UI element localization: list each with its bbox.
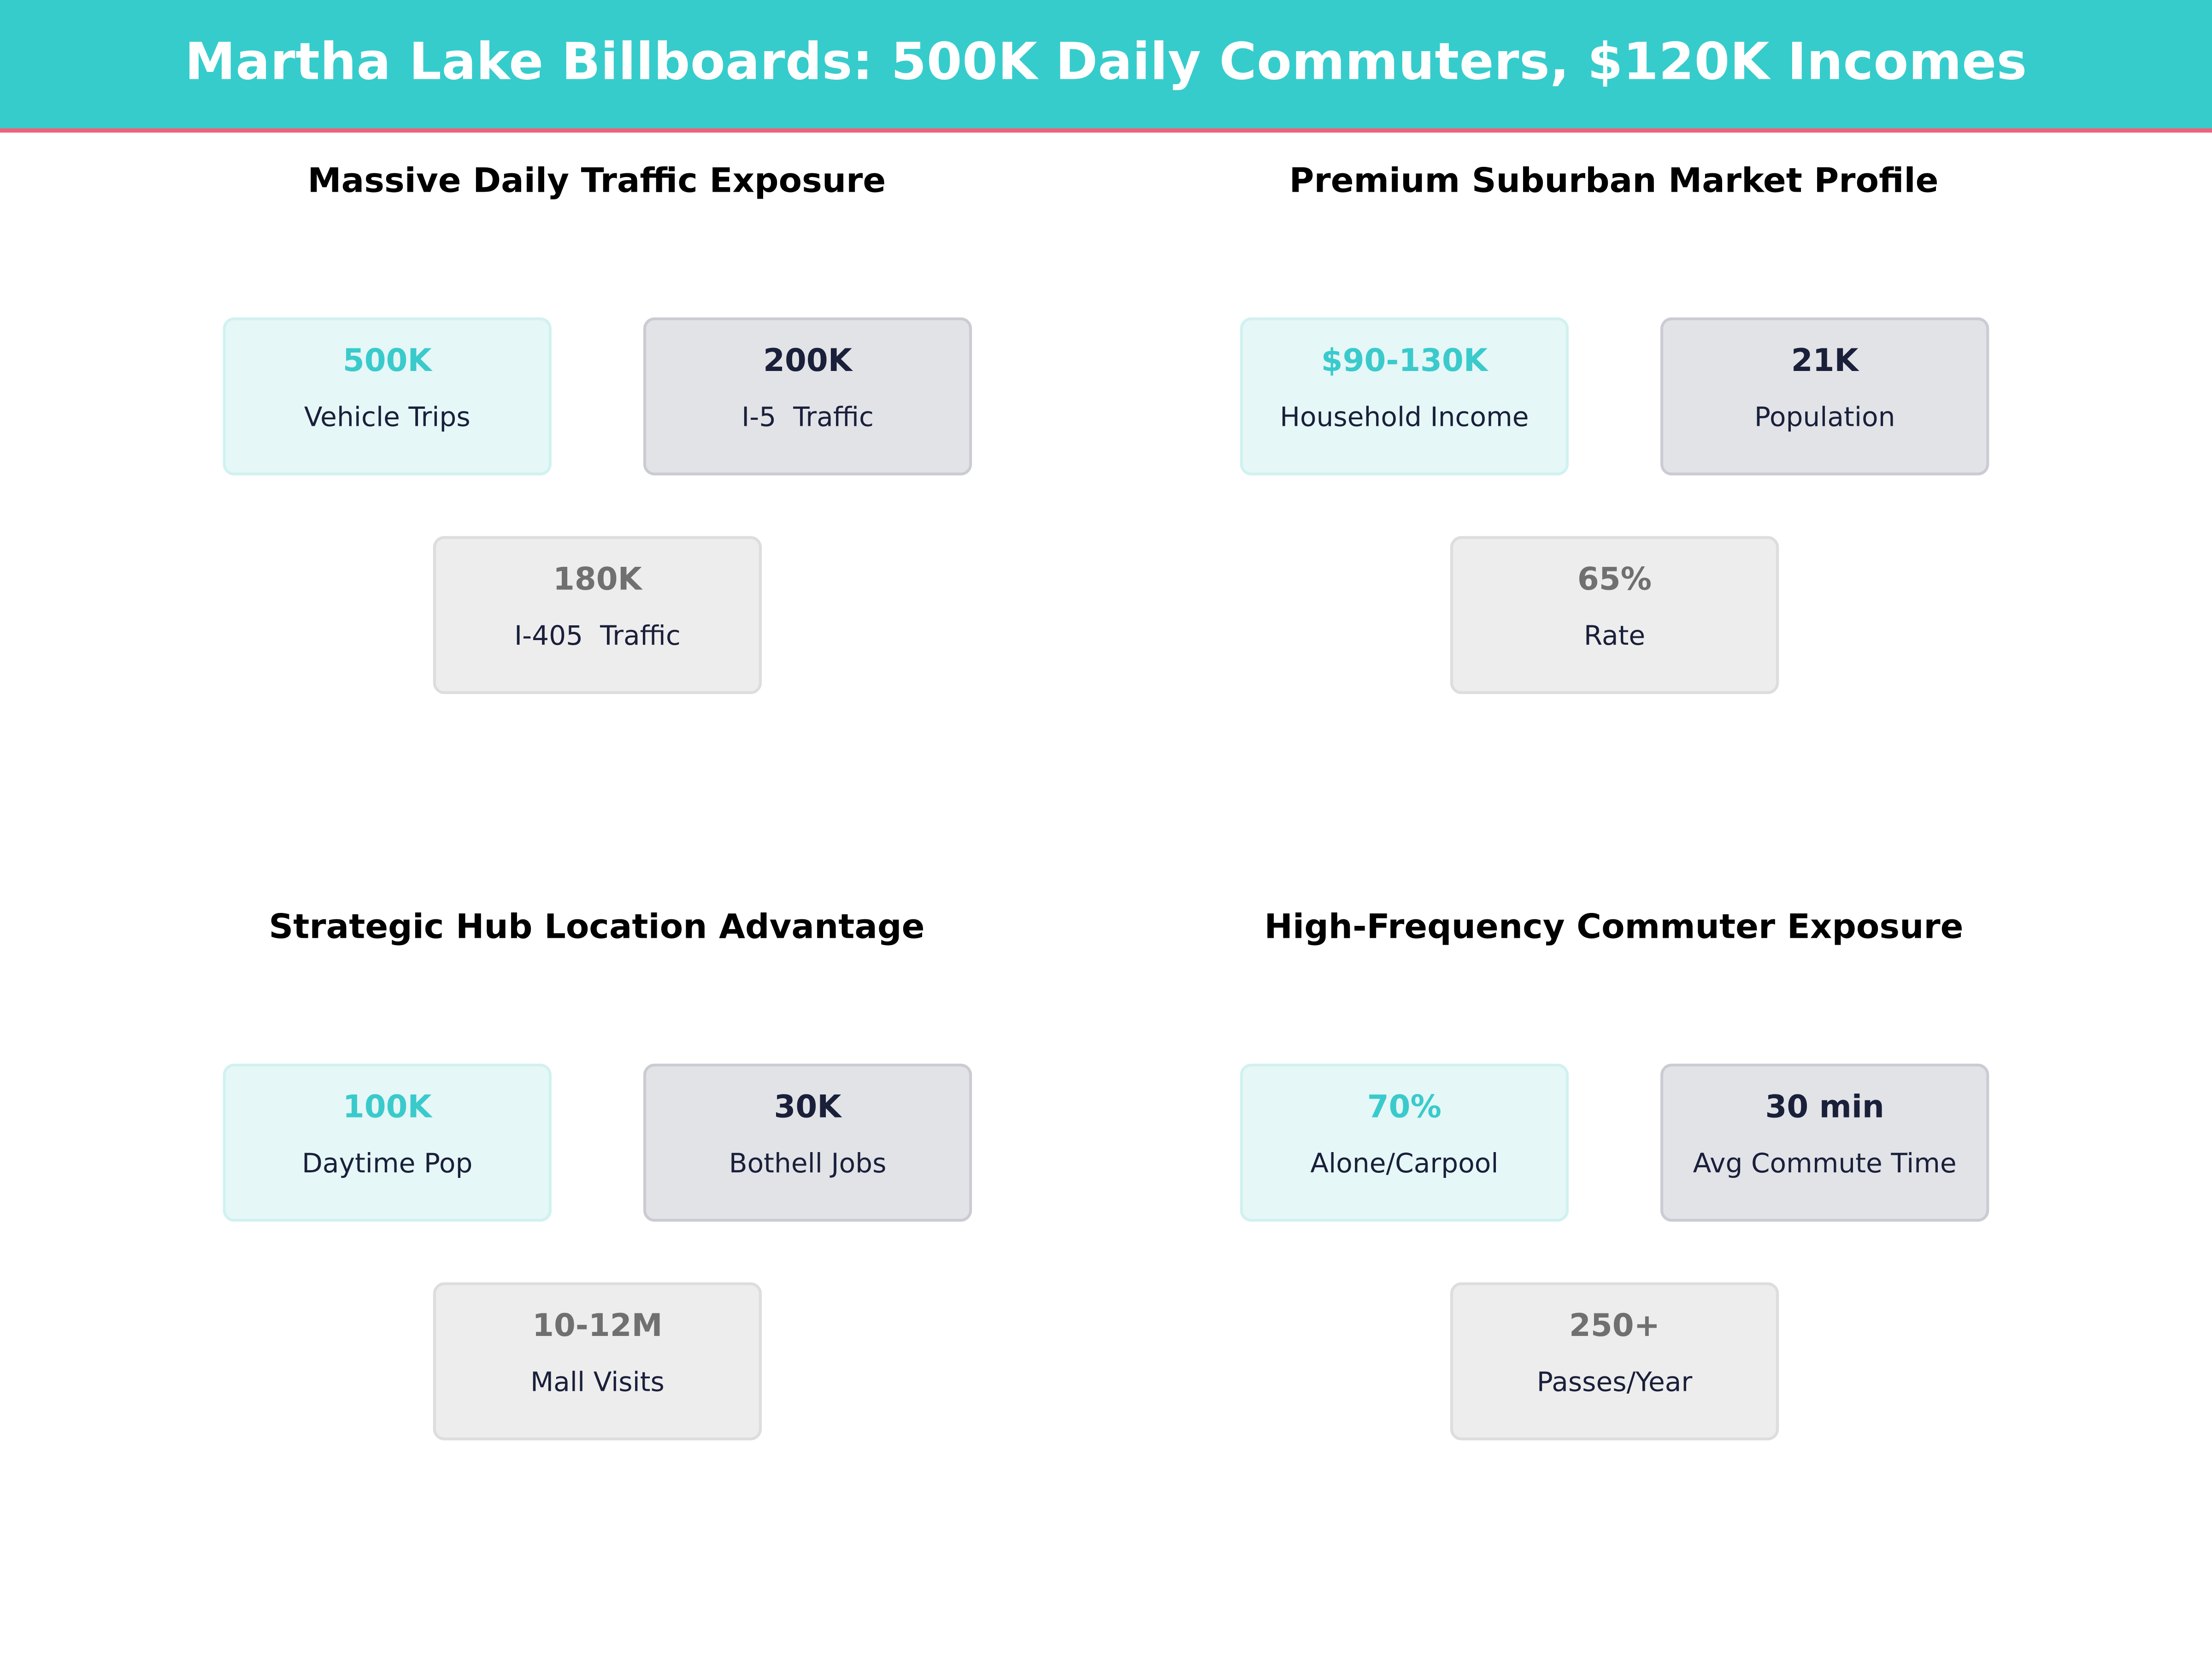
stat-label: Passes/Year — [1536, 1367, 1693, 1398]
stat-label: Alone/Carpool — [1310, 1148, 1499, 1180]
stat-label: Vehicle Trips — [304, 402, 471, 433]
stat-value: 30K — [774, 1090, 841, 1126]
stat-card-alone-carpool: 70% Alone/Carpool — [1240, 1064, 1569, 1222]
stat-value: 70% — [1367, 1090, 1442, 1126]
stat-label: Rate — [1583, 620, 1646, 652]
stat-label: Daytime Pop — [302, 1148, 473, 1180]
stat-card-rate: 65% Rate — [1450, 536, 1779, 694]
stat-value: 250+ — [1569, 1309, 1660, 1345]
stat-card-bothell-jobs: 30K Bothell Jobs — [643, 1064, 972, 1222]
stat-label: Mall Visits — [530, 1367, 665, 1398]
stat-card-daytime-pop: 100K Daytime Pop — [223, 1064, 552, 1222]
stat-value: 21K — [1791, 344, 1859, 380]
stat-value: 200K — [763, 344, 852, 380]
page-title: Martha Lake Billboards: 500K Daily Commu… — [185, 33, 2027, 91]
stat-card-passes-per-year: 250+ Passes/Year — [1450, 1282, 1779, 1441]
panel-title: Strategic Hub Location Advantage — [269, 907, 925, 947]
stat-value: 10-12M — [532, 1309, 663, 1345]
stat-card-avg-commute-time: 30 min Avg Commute Time — [1660, 1064, 1989, 1222]
panel-title: Massive Daily Traffic Exposure — [307, 160, 886, 200]
panel-title: High-Frequency Commuter Exposure — [1264, 907, 1964, 947]
stat-value: 500K — [342, 344, 432, 380]
stat-value: $90-130K — [1321, 344, 1488, 380]
stat-value: 100K — [342, 1090, 432, 1126]
stat-value: 65% — [1577, 563, 1652, 598]
stat-card-household-income: $90-130K Household Income — [1240, 317, 1569, 476]
stat-card-population: 21K Population — [1660, 317, 1989, 476]
stat-card-i405-traffic: 180K I-405 Traffic — [433, 536, 762, 694]
stat-card-mall-visits: 10-12M Mall Visits — [433, 1282, 762, 1441]
stat-value: 30 min — [1765, 1090, 1884, 1126]
stat-label: Bothell Jobs — [729, 1148, 887, 1180]
panel-title: Premium Suburban Market Profile — [1289, 160, 1939, 200]
stat-label: I-5 Traffic — [741, 402, 874, 433]
stat-value: 180K — [553, 563, 642, 598]
stat-label: I-405 Traffic — [514, 620, 681, 652]
header-banner: Martha Lake Billboards: 500K Daily Commu… — [0, 0, 2212, 130]
stat-label: Avg Commute Time — [1693, 1148, 1957, 1180]
header-accent-stripe — [0, 128, 2212, 133]
stat-label: Population — [1754, 402, 1895, 433]
stat-label: Household Income — [1280, 402, 1529, 433]
stat-card-vehicle-trips: 500K Vehicle Trips — [223, 317, 552, 476]
stat-card-i5-traffic: 200K I-5 Traffic — [643, 317, 972, 476]
